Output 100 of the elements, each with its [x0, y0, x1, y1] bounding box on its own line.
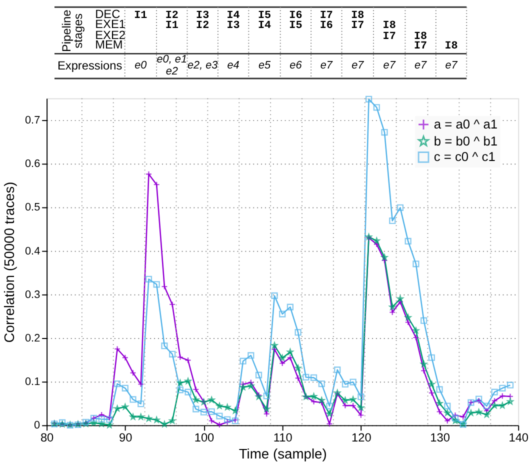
point	[153, 281, 160, 288]
y-tick-label: 0.6	[24, 158, 40, 170]
point	[499, 392, 506, 400]
point	[145, 276, 152, 282]
point	[381, 257, 388, 264]
x-axis-title: Time (sample)	[238, 445, 327, 462]
point	[114, 346, 121, 352]
point	[310, 398, 318, 405]
point	[436, 400, 443, 406]
x-tick-label: 90	[119, 430, 133, 445]
x-tick-label: 120	[352, 430, 372, 445]
point	[452, 414, 459, 422]
point	[350, 396, 356, 402]
point	[106, 422, 113, 428]
point	[286, 354, 294, 361]
point	[318, 397, 325, 404]
point	[428, 380, 435, 388]
legend-label: a = a0 ^ a1	[434, 116, 498, 132]
point	[122, 384, 128, 392]
point	[192, 396, 200, 403]
point	[122, 404, 128, 410]
point	[491, 397, 498, 404]
text: e2, e3	[187, 60, 218, 72]
point	[381, 254, 388, 260]
point	[130, 414, 136, 420]
legend-label: b = b0 ^ b1	[434, 133, 498, 148]
text: I2	[196, 20, 210, 32]
text: I7	[414, 40, 428, 53]
legend-label: c = c0 ^ c1	[434, 149, 496, 164]
text: I1	[134, 10, 148, 22]
point	[404, 238, 412, 245]
point	[444, 402, 451, 410]
point	[436, 386, 443, 393]
point	[145, 170, 152, 178]
point	[176, 354, 184, 360]
point	[499, 384, 506, 392]
point	[373, 104, 380, 111]
point	[153, 416, 160, 423]
point	[404, 314, 412, 320]
point	[271, 346, 278, 353]
point	[506, 382, 514, 388]
point	[389, 217, 396, 224]
point	[138, 380, 144, 388]
point	[263, 406, 270, 412]
text: Expressions	[57, 58, 122, 73]
point	[216, 421, 223, 428]
point	[350, 402, 356, 409]
text: e5	[258, 60, 272, 72]
point	[428, 354, 435, 361]
point	[389, 304, 396, 310]
point	[483, 402, 490, 410]
point	[358, 404, 364, 411]
y-tick-label: 0.4	[24, 245, 40, 258]
point	[365, 96, 372, 102]
point	[302, 374, 310, 381]
point	[263, 410, 270, 418]
text: I5	[289, 20, 302, 32]
text: e0	[134, 60, 147, 72]
point	[294, 364, 302, 371]
x-tick-label: 140	[508, 430, 529, 445]
point	[271, 292, 278, 300]
text: e7	[320, 60, 334, 72]
point	[192, 386, 200, 393]
point	[358, 412, 364, 418]
point	[468, 410, 474, 416]
text: I1	[165, 20, 179, 32]
point	[122, 354, 128, 361]
point	[169, 350, 176, 358]
point	[200, 408, 208, 416]
point	[350, 378, 356, 386]
point	[216, 402, 223, 409]
point	[397, 295, 404, 302]
text: I6	[320, 20, 333, 32]
point	[208, 418, 215, 424]
point	[412, 260, 420, 268]
text: e4	[227, 60, 240, 72]
point	[176, 380, 184, 386]
point	[153, 181, 160, 188]
point	[318, 399, 325, 406]
point	[444, 410, 451, 416]
point	[404, 319, 412, 326]
point	[436, 408, 443, 415]
point	[263, 392, 270, 400]
point	[255, 392, 262, 398]
y-axis-title: Correlation (50000 traces)	[1, 182, 18, 343]
point	[460, 414, 466, 420]
point	[192, 406, 200, 412]
point	[428, 390, 435, 396]
y-tick-label: 0.5	[24, 202, 40, 214]
text: e0, e1 e2	[156, 54, 188, 78]
point	[499, 402, 506, 408]
text: I8	[382, 20, 396, 32]
point	[279, 360, 286, 367]
point	[271, 342, 278, 348]
point	[98, 420, 105, 427]
point	[248, 382, 254, 389]
point	[452, 412, 459, 418]
point	[396, 204, 404, 211]
point	[334, 366, 341, 374]
point	[184, 356, 192, 364]
